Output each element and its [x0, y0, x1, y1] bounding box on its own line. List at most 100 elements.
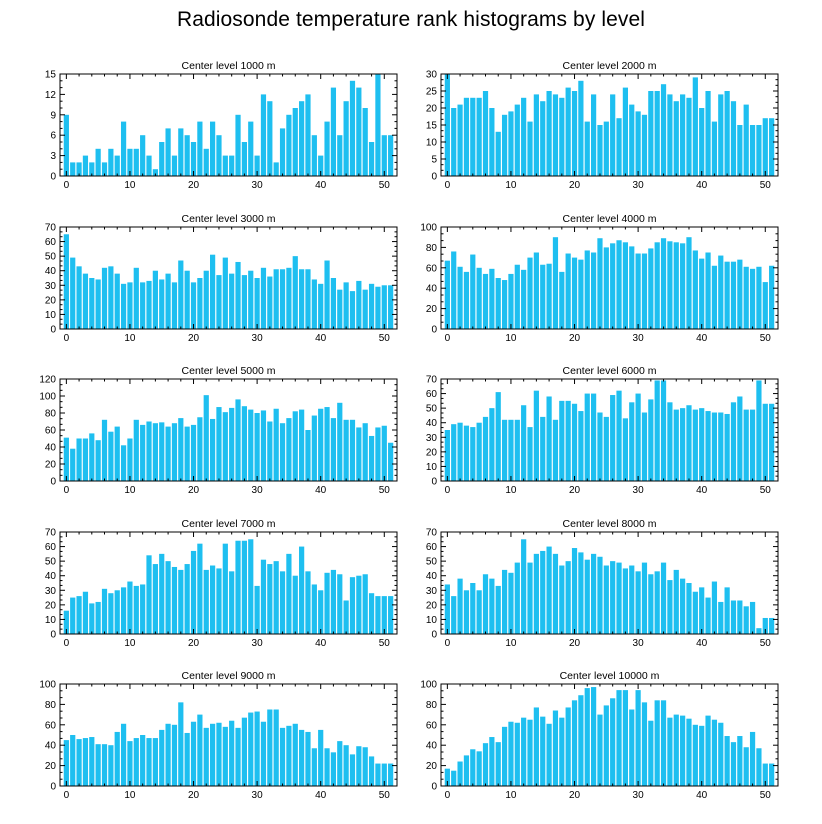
bar: [533, 707, 539, 786]
bar: [381, 425, 387, 481]
bar: [597, 714, 603, 786]
x-tick-label: 30: [633, 638, 645, 649]
bar: [654, 571, 660, 634]
y-tick-label: 0: [50, 477, 56, 488]
x-tick-label: 10: [124, 180, 136, 191]
bar: [146, 421, 152, 481]
y-tick-label: 60: [45, 237, 57, 248]
bar: [299, 546, 305, 634]
bar: [622, 418, 628, 481]
x-tick-label: 40: [315, 333, 327, 344]
x-tick-label: 10: [505, 790, 517, 801]
bar: [470, 749, 476, 786]
y-tick-label: 0: [431, 477, 437, 488]
bar: [444, 260, 450, 329]
bar: [95, 744, 101, 786]
bar: [292, 723, 298, 786]
bar: [667, 717, 673, 786]
bar: [616, 240, 622, 329]
bar: [82, 591, 89, 634]
bar: [629, 104, 635, 176]
bar: [463, 590, 470, 634]
bar: [711, 412, 718, 481]
y-tick-label: 60: [45, 426, 57, 437]
panel-5: Center level 5000 m 0 10 20 30 40 50 0 20 40 60 80 1…: [39, 365, 398, 496]
bar: [318, 729, 324, 786]
bar: [108, 431, 114, 481]
bar: [476, 590, 482, 634]
y-tick-label: 60: [426, 389, 438, 400]
y-tick-label: 20: [45, 600, 57, 611]
bar: [273, 408, 279, 481]
bar: [197, 417, 203, 481]
bar: [692, 724, 698, 786]
bar: [578, 259, 584, 329]
bar: [610, 698, 616, 786]
bar: [762, 118, 768, 176]
bar: [699, 108, 705, 176]
bar: [120, 283, 127, 329]
bar: [705, 91, 711, 176]
bar: [571, 257, 578, 329]
bar: [76, 266, 82, 329]
bar: [178, 569, 184, 634]
bar: [70, 448, 76, 481]
bar: [254, 155, 260, 176]
panel-1: Center level 1000 m 0 10 20 30 40 50 0 3 6 9 12 15: [45, 60, 398, 191]
bar: [629, 402, 635, 481]
bar: [241, 540, 247, 634]
bar: [165, 128, 171, 176]
bar: [565, 253, 571, 329]
x-tick-label: 50: [379, 638, 391, 649]
bar: [648, 248, 654, 329]
bar: [635, 111, 641, 176]
y-tick-label: 30: [426, 433, 438, 444]
bar: [286, 553, 292, 634]
bar: [133, 419, 139, 481]
bar: [495, 585, 501, 634]
bar: [337, 289, 343, 329]
bar: [362, 574, 368, 634]
bar: [381, 596, 387, 634]
bar: [718, 94, 724, 176]
y-tick-label: 30: [45, 281, 57, 292]
bar: [330, 278, 337, 329]
bar: [368, 283, 375, 329]
bar: [597, 125, 603, 176]
bar: [730, 742, 737, 786]
bar: [743, 606, 749, 634]
bar: [591, 94, 597, 176]
bar: [286, 267, 292, 329]
bar: [388, 285, 394, 329]
bar: [248, 121, 254, 176]
x-tick-label: 40: [696, 485, 708, 496]
x-tick-label: 30: [252, 485, 264, 496]
bar: [514, 264, 520, 329]
bar: [705, 252, 711, 329]
y-tick-label: 20: [426, 447, 438, 458]
bar: [610, 395, 616, 481]
bar: [216, 722, 222, 786]
bar: [63, 234, 69, 329]
bar: [368, 142, 375, 176]
bar: [578, 552, 584, 634]
bar: [705, 597, 711, 634]
bar: [482, 416, 489, 481]
panel-title: Center level 1000 m: [182, 60, 276, 72]
bar: [120, 723, 127, 786]
bar: [343, 282, 349, 329]
bar: [667, 402, 673, 481]
bar: [527, 257, 533, 329]
bar: [660, 700, 667, 786]
x-tick-label: 40: [696, 790, 708, 801]
bar: [495, 131, 501, 176]
bar: [146, 738, 152, 786]
panel-title: Center level 2000 m: [563, 60, 657, 72]
y-tick-label: 60: [426, 720, 438, 731]
bar: [356, 87, 362, 176]
bar: [457, 578, 463, 634]
y-tick-label: 10: [426, 462, 438, 473]
bar: [171, 724, 178, 786]
bar: [724, 736, 730, 786]
bar: [463, 425, 470, 481]
